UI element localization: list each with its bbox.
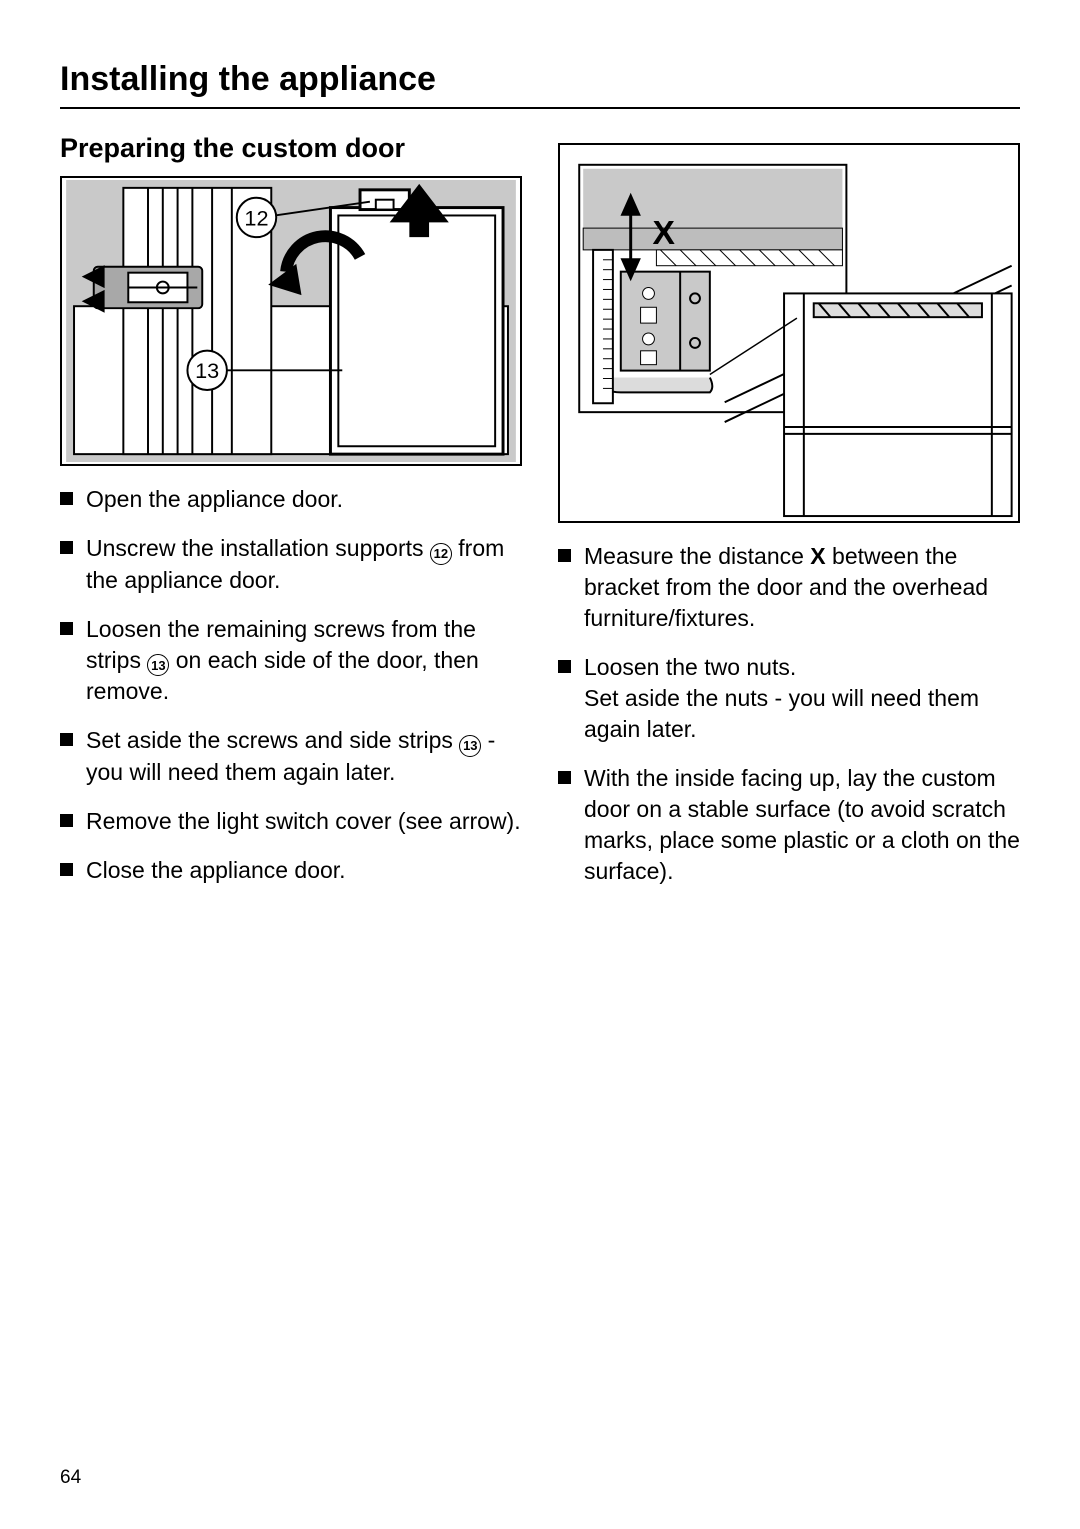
page-title: Installing the appliance	[60, 60, 1020, 99]
right-steps: Measure the distance X between the brack…	[558, 541, 1020, 887]
step-item: Loosen the two nuts.Set aside the nuts -…	[558, 652, 1020, 745]
step-item: Set aside the screws and side strips 13 …	[60, 725, 522, 788]
step-item: Unscrew the installation supports 12 fro…	[60, 533, 522, 596]
figure-2: X	[558, 143, 1020, 523]
circled-ref-icon: 13	[459, 735, 481, 757]
right-column: X	[558, 133, 1020, 905]
left-column: Preparing the custom door	[60, 133, 522, 905]
section-title: Preparing the custom door	[60, 133, 522, 164]
title-rule	[60, 107, 1020, 109]
fig2-label-x: X	[652, 215, 675, 252]
page-number: 64	[60, 1467, 81, 1489]
left-steps: Open the appliance door. Unscrew the inst…	[60, 484, 522, 886]
step-item: Measure the distance X between the brack…	[558, 541, 1020, 634]
step-item: Loosen the remaining screws from the str…	[60, 614, 522, 708]
step-item: Open the appliance door.	[60, 484, 522, 515]
bold-text: X	[810, 543, 825, 569]
step-item: Close the appliance door.	[60, 855, 522, 886]
step-item: Remove the light switch cover (see arrow…	[60, 806, 522, 837]
page: Installing the appliance Preparing the c…	[0, 0, 1080, 1529]
circled-ref-icon: 12	[430, 543, 452, 565]
circled-ref-icon: 13	[147, 654, 169, 676]
figure-1: 12 13	[60, 176, 522, 466]
step-item: With the inside facing up, lay the custo…	[558, 763, 1020, 887]
fig1-callout-13: 13	[195, 358, 219, 383]
columns: Preparing the custom door	[60, 133, 1020, 905]
fig1-callout-12: 12	[244, 205, 268, 230]
